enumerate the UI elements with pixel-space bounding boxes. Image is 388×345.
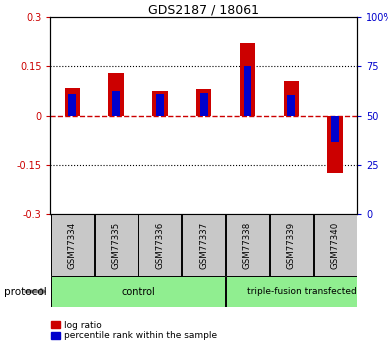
Text: protocol: protocol: [4, 287, 47, 296]
Bar: [139, 214, 181, 276]
Bar: [65, 88, 80, 116]
Bar: [327, 116, 343, 173]
Bar: [152, 91, 168, 116]
Text: GSM77338: GSM77338: [243, 221, 252, 268]
Bar: [51, 276, 225, 307]
Bar: [244, 66, 251, 116]
Bar: [226, 276, 378, 307]
Bar: [240, 43, 255, 116]
Bar: [109, 73, 124, 116]
Bar: [112, 91, 120, 116]
Bar: [331, 116, 339, 142]
Title: GDS2187 / 18061: GDS2187 / 18061: [148, 3, 259, 16]
Bar: [51, 214, 94, 276]
Bar: [288, 95, 295, 116]
Text: GSM77337: GSM77337: [199, 221, 208, 268]
Bar: [314, 214, 357, 276]
Text: GSM77335: GSM77335: [112, 221, 121, 268]
Legend: log ratio, percentile rank within the sample: log ratio, percentile rank within the sa…: [51, 321, 217, 341]
Bar: [270, 214, 313, 276]
Bar: [95, 214, 138, 276]
Bar: [196, 89, 211, 116]
Text: GSM77334: GSM77334: [68, 221, 77, 268]
Bar: [156, 94, 164, 116]
Text: triple-fusion transfected: triple-fusion transfected: [247, 287, 357, 296]
Bar: [68, 94, 76, 116]
Bar: [226, 214, 269, 276]
Text: GSM77340: GSM77340: [331, 221, 340, 268]
Bar: [200, 93, 208, 116]
Text: GSM77336: GSM77336: [156, 221, 165, 268]
Bar: [182, 214, 225, 276]
Text: GSM77339: GSM77339: [287, 221, 296, 268]
Text: control: control: [121, 287, 155, 296]
Bar: [284, 81, 299, 116]
